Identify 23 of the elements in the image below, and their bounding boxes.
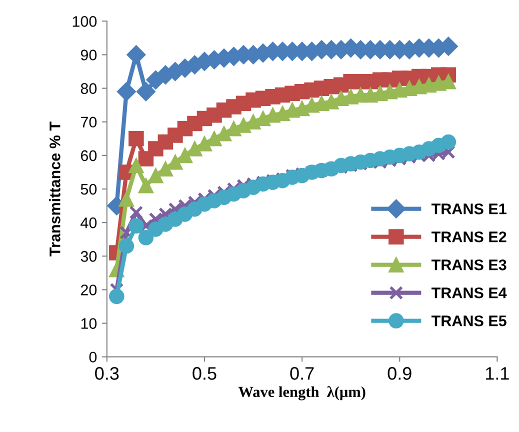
legend-label: TRANS E3 <box>431 259 506 270</box>
y-tick-label: 20 <box>80 284 97 296</box>
x-tick-label: 1.1 <box>486 367 509 380</box>
x-tick-label: 0.3 <box>95 367 119 380</box>
y-tick-label: 50 <box>80 184 97 195</box>
legend-label: TRANS E2 <box>431 231 506 242</box>
y-tick-label: 100 <box>72 16 97 27</box>
y-tick-label: 60 <box>80 150 97 162</box>
y-tick-label: 90 <box>80 50 97 60</box>
y-axis-title: Transmittance % T <box>49 122 60 256</box>
x-tick-label: 0.5 <box>192 367 216 380</box>
y-tick-label: 10 <box>81 318 97 329</box>
legend-label: TRANS E4 <box>431 287 507 298</box>
x-axis-title: Wave length λ(μm) <box>238 386 366 400</box>
legend-label: TRANS E5 <box>431 315 506 326</box>
y-tick-label: 30 <box>80 251 97 262</box>
legend-label: TRANS E1 <box>431 204 506 214</box>
y-tick-label: 70 <box>80 116 97 128</box>
y-tick-label: 80 <box>80 83 97 94</box>
x-tick-label: 0.7 <box>290 367 314 380</box>
y-tick-label: 40 <box>80 217 97 228</box>
y-tick-label: 0 <box>89 352 97 363</box>
x-tick-label: 0.9 <box>388 367 412 380</box>
